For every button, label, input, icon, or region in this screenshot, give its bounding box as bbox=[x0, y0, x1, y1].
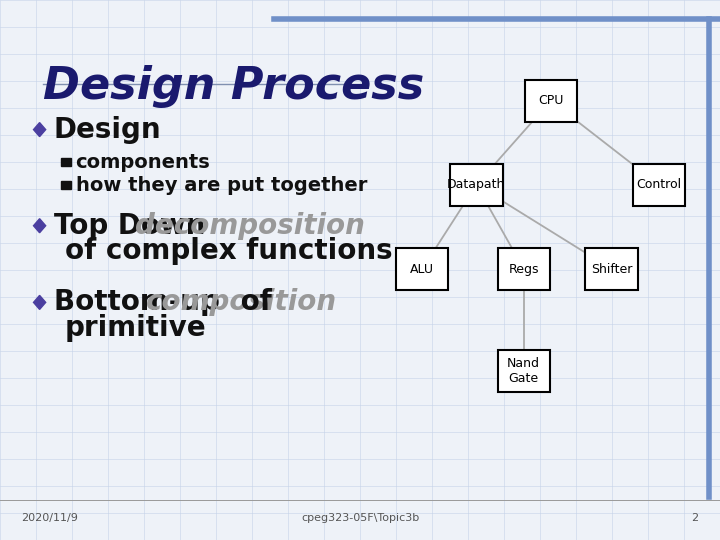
Text: ALU: ALU bbox=[410, 262, 434, 275]
Text: of complex functions: of complex functions bbox=[65, 237, 392, 265]
FancyBboxPatch shape bbox=[525, 80, 577, 122]
FancyBboxPatch shape bbox=[450, 164, 503, 206]
Text: Control: Control bbox=[636, 178, 682, 191]
Text: Nand
Gate: Nand Gate bbox=[507, 357, 540, 385]
Polygon shape bbox=[61, 158, 71, 166]
Polygon shape bbox=[34, 123, 45, 137]
Text: decomposition: decomposition bbox=[135, 212, 364, 240]
Text: Regs: Regs bbox=[508, 262, 539, 275]
Text: components: components bbox=[76, 152, 210, 172]
FancyBboxPatch shape bbox=[396, 248, 449, 290]
Text: Bottom-up: Bottom-up bbox=[54, 288, 230, 316]
Text: Top Down: Top Down bbox=[54, 212, 215, 240]
Polygon shape bbox=[34, 295, 45, 309]
Text: primitive: primitive bbox=[65, 314, 207, 342]
Text: Datapath: Datapath bbox=[447, 178, 505, 191]
Text: Design: Design bbox=[54, 116, 161, 144]
Text: 2020/11/9: 2020/11/9 bbox=[22, 514, 78, 523]
FancyBboxPatch shape bbox=[498, 350, 550, 392]
Text: Shifter: Shifter bbox=[591, 262, 632, 275]
FancyBboxPatch shape bbox=[585, 248, 638, 290]
FancyBboxPatch shape bbox=[633, 164, 685, 206]
Text: how they are put together: how they are put together bbox=[76, 176, 367, 195]
Polygon shape bbox=[61, 181, 71, 189]
Polygon shape bbox=[34, 219, 45, 233]
FancyBboxPatch shape bbox=[498, 248, 550, 290]
Text: composition: composition bbox=[146, 288, 337, 316]
Text: of: of bbox=[231, 288, 272, 316]
Text: 2: 2 bbox=[691, 514, 698, 523]
Text: Design Process: Design Process bbox=[43, 65, 425, 108]
Text: CPU: CPU bbox=[538, 94, 564, 107]
Text: cpeg323-05F\Topic3b: cpeg323-05F\Topic3b bbox=[301, 514, 419, 523]
